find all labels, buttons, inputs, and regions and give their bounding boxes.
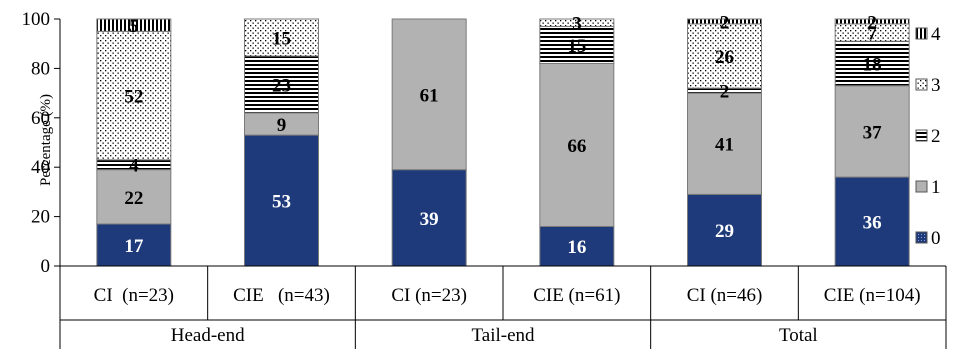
x-category-label: CI (n=23) [391, 285, 467, 306]
data-label: 2 [867, 12, 877, 33]
legend-swatch-2 [915, 129, 928, 142]
data-label: 5 [129, 16, 139, 37]
data-label: 53 [272, 192, 291, 213]
x-axis-categories: CI (n=23) CIE (n=43) CI (n=23) CIE (n=61) CI… [59, 266, 947, 349]
data-label: 16 [567, 237, 586, 258]
bar-segment-3 [244, 18, 319, 57]
y-tick-label: 100 [22, 9, 51, 30]
y-tick-label: 0 [41, 256, 51, 277]
x-category-label: CI (n=46) [687, 285, 763, 306]
legend-label: 4 [931, 24, 941, 45]
y-tick-label: 60 [31, 108, 50, 129]
data-label: 36 [863, 213, 882, 234]
x-group-label: Total [779, 325, 818, 346]
legend-label: 3 [931, 75, 941, 96]
data-label: 15 [272, 29, 291, 50]
x-category-label: CIE (n=61) [533, 285, 620, 306]
legend-label: 2 [931, 126, 941, 147]
y-axis-label: Percentage (%) [38, 94, 54, 186]
bar-segment-1 [834, 85, 910, 178]
legend-swatch-3 [915, 78, 928, 91]
y-tick-label: 80 [31, 58, 50, 79]
bar-segment-0 [391, 169, 467, 267]
legend-label: 1 [931, 177, 941, 198]
bar-segment-4 [687, 18, 762, 25]
x-category-label: CI (n=23) [94, 285, 174, 306]
bar-segment-4 [834, 18, 910, 25]
x-group-label: Tail-end [471, 325, 535, 346]
data-label: 4 [129, 156, 139, 177]
bar-segment-1 [687, 92, 762, 195]
bar-segment-0 [539, 225, 615, 267]
x-group-label: Head-end [171, 325, 245, 346]
x-category-label: CIE (n=43) [233, 285, 330, 306]
legend: 4 3 2 1 0 [915, 24, 941, 249]
y-axis-ticks: 0 20 40 60 80 100 [22, 9, 60, 277]
data-label: 22 [124, 188, 143, 209]
y-tick-label: 40 [31, 157, 50, 178]
x-category-label: CIE (n=104) [824, 285, 921, 306]
bar-segment-4 [96, 18, 172, 32]
bar-segment-2 [244, 55, 319, 114]
y-tick-label: 20 [31, 207, 50, 228]
data-label: 23 [272, 75, 291, 96]
data-label: 39 [420, 209, 439, 230]
data-label: 18 [863, 54, 882, 75]
data-label: 9 [277, 115, 287, 136]
bars [96, 18, 910, 267]
data-label: 61 [420, 85, 439, 106]
data-label: 7 [867, 24, 877, 45]
data-label: 3 [572, 14, 582, 35]
data-label: 37 [863, 122, 883, 143]
bar-segment-0 [687, 193, 762, 267]
data-label: 52 [124, 87, 143, 108]
data-label: 26 [715, 47, 734, 68]
legend-swatch-1 [915, 180, 928, 193]
axes [59, 19, 946, 267]
data-label: 41 [715, 135, 734, 156]
data-label: 29 [715, 221, 734, 242]
data-label: 17 [124, 236, 144, 257]
data-label: 2 [720, 82, 730, 103]
data-label: 15 [567, 36, 586, 57]
legend-label: 0 [931, 228, 941, 249]
legend-swatch-4 [915, 27, 928, 40]
data-label: 2 [720, 12, 730, 33]
bar-segment-1 [539, 62, 615, 227]
data-labels: 1722452553923153961166615329412262363718… [124, 12, 882, 258]
legend-swatch-0 [915, 231, 928, 244]
bar-segment-3 [539, 18, 615, 27]
bar-segment-1 [391, 18, 467, 171]
data-label: 66 [567, 136, 586, 157]
